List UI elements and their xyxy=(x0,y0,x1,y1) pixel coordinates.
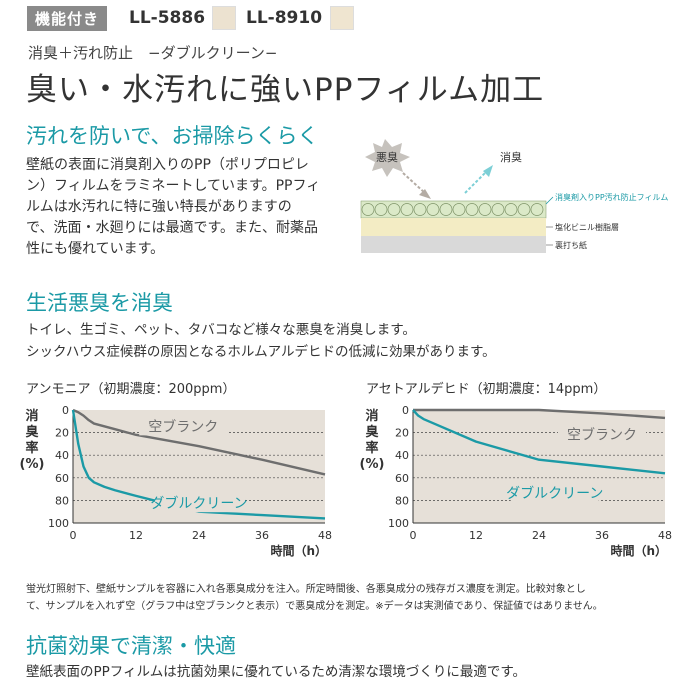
x-tick-label: 12 xyxy=(129,529,143,542)
series-label: ダブルクリーン xyxy=(506,485,603,502)
layer3-label: 裏打ち紙 xyxy=(555,240,587,250)
paragraph-line: 性にも優れています。 xyxy=(26,241,165,257)
series-line xyxy=(71,409,326,520)
note-line: て、サンプルを入れず空（グラフ中は空ブランクと表示）で悪臭成分を測定。※データは… xyxy=(26,601,603,612)
backing-paper-layer xyxy=(361,236,546,253)
y-axis-label-char: 臭 xyxy=(25,424,38,440)
y-axis-label: 消臭率(%) xyxy=(20,408,44,472)
y-tick-label: 20 xyxy=(55,427,69,440)
y-axis-label: 消臭率(%) xyxy=(360,408,384,472)
y-axis-label-char: 率 xyxy=(25,440,38,456)
y-axis-label-char: 率 xyxy=(365,440,378,456)
layer2-label: 塩化ビニル樹脂層 xyxy=(555,222,619,232)
y-tick-label: 100 xyxy=(388,517,409,530)
y-tick-label: 60 xyxy=(55,472,69,485)
section2-heading: 生活悪臭を消臭 xyxy=(26,291,173,315)
note-line: 蛍光灯照射下、壁紙サンプルを容器に入れ各悪臭成分を注入。所定時間後、各悪臭成分の… xyxy=(26,584,586,595)
page-title: 臭い・水汚れに強いPPフィルム加工 xyxy=(26,72,545,108)
x-tick-label: 36 xyxy=(595,529,609,542)
y-tick-label: 40 xyxy=(395,449,409,462)
y-tick-label: 0 xyxy=(402,404,409,417)
series-label: 空ブランク xyxy=(567,426,637,443)
section1-heading: 汚れを防いで、お掃除らくらく xyxy=(26,124,319,148)
chart-left-title: アンモニア（初期濃度：200ppm） xyxy=(26,382,236,397)
x-tick-label: 12 xyxy=(469,529,483,542)
subtitle: 消臭＋汚れ防止 −ダブルクリーン− xyxy=(28,44,278,62)
series-label-bg xyxy=(558,425,646,444)
layer-diagram: 悪臭 消臭 消臭剤入りPP汚れ防止フィルム 塩化ビニル樹脂層 裏打ち紙 xyxy=(360,139,668,253)
y-tick-label: 20 xyxy=(395,427,409,440)
product-code-1: LL-5886 xyxy=(129,8,206,28)
y-axis-label-char: 臭 xyxy=(365,424,378,440)
series-label-bg xyxy=(510,484,599,503)
deodorized-label: 消臭 xyxy=(500,150,522,164)
deodorized-arrow-icon xyxy=(464,165,493,194)
section3-line: 壁紙表面のPPフィルムは抗菌効果に優れているため清潔な環境づくりに最適です。 xyxy=(26,664,526,680)
x-tick-label: 24 xyxy=(192,529,206,542)
section2-line2: シックハウス症候群の原因となるホルムアルデヒドの低減に効果があります。 xyxy=(26,344,496,360)
series-label: 空ブランク xyxy=(148,418,218,435)
series-line xyxy=(412,409,666,475)
y-tick-label: 0 xyxy=(62,404,69,417)
x-tick-label: 0 xyxy=(410,529,417,542)
paragraph-line: ン）フィルムをラミネートしています。PPフィ xyxy=(26,178,321,194)
swatch-2 xyxy=(330,6,354,30)
x-tick-label: 36 xyxy=(255,529,269,542)
series-line xyxy=(413,408,666,420)
pvc-layer xyxy=(361,218,546,236)
x-tick-label: 24 xyxy=(532,529,546,542)
paragraph-line: 壁紙の表面に消臭剤入りのPP（ポリプロピレ xyxy=(26,157,309,173)
y-axis-label-char: 消 xyxy=(365,408,378,424)
y-axis-label-char: (%) xyxy=(20,457,44,472)
y-tick-label: 80 xyxy=(55,494,69,507)
chart-right-title: アセトアルデヒド（初期濃度：14ppm） xyxy=(366,382,607,397)
product-code-2: LL-8910 xyxy=(246,8,323,28)
feature-tag: 機能付き xyxy=(27,6,108,31)
x-tick-label: 0 xyxy=(70,529,77,542)
series-label-bg xyxy=(155,494,243,513)
x-tick-label: 48 xyxy=(318,529,332,542)
measurement-note: 蛍光灯照射下、壁紙サンプルを容器に入れ各悪臭成分を注入。所定時間後、各悪臭成分の… xyxy=(26,581,686,615)
y-tick-label: 80 xyxy=(395,494,409,507)
paragraph-line: ルムは水汚れに特に強い特長がありますの xyxy=(26,199,292,215)
series-label-bg xyxy=(139,417,228,436)
odor-arrow-icon xyxy=(402,172,431,199)
y-tick-label: 100 xyxy=(48,517,69,530)
x-axis-label: 時間（h） xyxy=(610,543,667,558)
paragraph-line: で、洗面・水廻りには最適です。また、耐薬品 xyxy=(26,220,319,236)
series-label: ダブルクリーン xyxy=(150,495,247,512)
y-axis-label-char: (%) xyxy=(360,457,384,472)
layer1-label: 消臭剤入りPP汚れ防止フィルム xyxy=(555,192,668,202)
series-line xyxy=(72,408,326,476)
x-tick-label: 48 xyxy=(658,529,672,542)
y-tick-label: 40 xyxy=(55,449,69,462)
odor-label: 悪臭 xyxy=(376,150,398,164)
swatch-1 xyxy=(212,6,236,30)
pp-film-circles xyxy=(361,203,544,216)
odor-burst-icon xyxy=(365,139,410,177)
section3-heading: 抗菌効果で清潔・快適 xyxy=(26,634,236,658)
section1-paragraph: 壁紙の表面に消臭剤入りのPP（ポリプロピレ ン）フィルムをラミネートしています。… xyxy=(26,155,371,260)
y-tick-label: 60 xyxy=(395,472,409,485)
section2-line1: トイレ、生ゴミ、ペット、タバコなど様々な悪臭を消臭します。 xyxy=(26,322,416,338)
y-axis-label-char: 消 xyxy=(25,408,38,424)
x-axis-label: 時間（h） xyxy=(270,543,327,558)
